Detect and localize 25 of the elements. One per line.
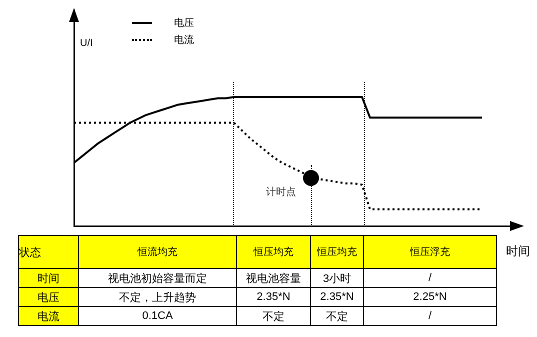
annotation: 计时点: [266, 186, 296, 199]
text: 视电池初始容量而定: [78, 268, 236, 288]
text: 不定: [236, 306, 310, 326]
x-axis-title: 时间: [506, 243, 530, 260]
text: 不定，上升趋势: [78, 288, 236, 306]
text: 恒压均充: [310, 236, 364, 268]
text: 电压: [18, 288, 78, 306]
text: /: [364, 306, 496, 326]
legend-label: 电压: [174, 16, 194, 30]
text: /: [364, 268, 496, 288]
text: 2.35*N: [310, 288, 364, 306]
text: 视电池容量: [236, 268, 310, 288]
text: 2.25*N: [364, 288, 496, 306]
text: 电流: [18, 306, 78, 326]
text: 0.1CA: [78, 306, 236, 326]
y-axis-title: U/I: [80, 38, 93, 49]
text: 不定: [310, 306, 364, 326]
text: 恒流均充: [78, 236, 236, 268]
text: 时间: [18, 268, 78, 288]
legend-label: 电流: [174, 34, 194, 46]
text: 2.35*N: [236, 288, 310, 306]
text: 状态: [18, 236, 78, 268]
text: 恒压均充: [236, 236, 310, 268]
text: 恒压浮充: [364, 236, 496, 268]
text: 3小时: [310, 268, 364, 288]
